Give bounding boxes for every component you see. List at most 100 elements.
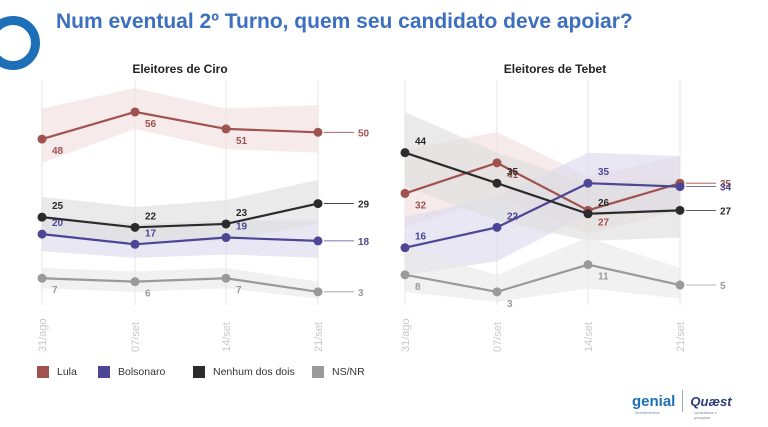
- chart-title: Eleitores de Ciro: [132, 62, 227, 76]
- data-label: 22: [507, 211, 519, 222]
- x-tick-label: 07/set: [492, 322, 504, 352]
- point-lula: [37, 134, 47, 144]
- point-bolsonaro: [675, 182, 685, 192]
- genial-logo: genial: [632, 392, 676, 410]
- point-nenhum-dos-dois: [675, 205, 685, 215]
- data-label: 11: [598, 272, 609, 283]
- data-label: 3: [507, 299, 513, 310]
- page-title: Num eventual 2º Turno, quem seu candidat…: [56, 10, 633, 33]
- legend-swatch-bolsonaro: [98, 366, 110, 378]
- line-ns-nr: [404, 263, 681, 293]
- genial-logo-subtitle: investimentos: [635, 410, 660, 415]
- legend-swatch-nsnr: [312, 366, 324, 378]
- point-ns-nr: [583, 260, 593, 270]
- x-tick-label: 14/set: [221, 322, 233, 352]
- point-nenhum-dos-dois: [130, 222, 140, 232]
- data-label: 7: [236, 285, 242, 296]
- x-tick-label: 14/set: [583, 322, 595, 352]
- point-nenhum-dos-dois: [400, 148, 410, 158]
- band-nenhum-dos-dois: [405, 111, 680, 241]
- x-tick-label: 31/ago: [37, 318, 49, 352]
- point-lula: [221, 124, 231, 134]
- point-nenhum-dos-dois: [221, 219, 231, 229]
- legend-label-bolsonaro: Bolsonaro: [118, 366, 166, 378]
- logo-circle-icon: [0, 16, 40, 70]
- point-nenhum-dos-dois: [37, 212, 47, 222]
- legend-item-nenhum: Nenhum dos dois: [193, 366, 295, 378]
- data-label: 27: [720, 206, 732, 217]
- chart-title: Eleitores de Tebet: [504, 62, 606, 76]
- point-bolsonaro: [313, 236, 323, 246]
- band-lula: [42, 88, 318, 163]
- data-label: 50: [358, 128, 370, 139]
- data-label: 35: [507, 167, 519, 178]
- point-lula: [130, 107, 140, 117]
- point-lula: [492, 158, 502, 168]
- line-bolsonaro: [404, 182, 681, 249]
- point-bolsonaro: [583, 178, 593, 188]
- legend-swatch-nenhum: [193, 366, 205, 378]
- data-label: 6: [145, 289, 151, 300]
- legend-item-lula: Lula: [37, 366, 77, 378]
- band-nenhum-dos-dois: [42, 179, 318, 245]
- data-label: 8: [415, 282, 421, 293]
- data-label: 18: [358, 237, 370, 248]
- legend-item-bolsonaro: Bolsonaro: [98, 366, 165, 378]
- band-ns-nr: [405, 237, 680, 302]
- data-label: 56: [145, 119, 157, 130]
- data-label: 32: [415, 200, 427, 211]
- point-bolsonaro: [37, 229, 47, 239]
- data-label: 5: [720, 281, 726, 292]
- data-label: 23: [236, 208, 248, 219]
- point-bolsonaro: [492, 222, 502, 232]
- data-label: 41: [507, 170, 519, 181]
- legend-label-nsnr: NS/NR: [332, 366, 365, 378]
- band-ns-nr: [42, 268, 318, 299]
- legend-item-nsnr: NS/NR: [312, 366, 365, 378]
- point-ns-nr: [221, 273, 231, 283]
- data-label: 3: [358, 288, 364, 299]
- data-label: 35: [720, 179, 732, 190]
- chart-panel-1: Eleitores de Ciro 31/ago 07/set 14/set 21/se…: [37, 62, 370, 352]
- x-tick-label: 07/set: [130, 322, 142, 352]
- point-bolsonaro: [400, 243, 410, 253]
- line-lula: [404, 161, 681, 212]
- line-ns-nr: [41, 277, 319, 293]
- data-label: 20: [52, 218, 64, 229]
- line-nenhum-dos-dois: [41, 202, 319, 229]
- point-lula: [400, 188, 410, 198]
- quaest-logo: Quæst: [690, 393, 732, 409]
- point-nenhum-dos-dois: [313, 199, 323, 209]
- data-label: 35: [598, 167, 610, 178]
- point-ns-nr: [492, 287, 502, 297]
- line-bolsonaro: [41, 233, 319, 246]
- data-label: 7: [52, 285, 58, 296]
- chart-panel-2: Eleitores de Tebet 31/ago 07/set 14/set 21/s…: [400, 62, 732, 352]
- data-label: 34: [720, 183, 732, 194]
- x-tick-label: 31/ago: [400, 318, 412, 352]
- x-tick-label: 21/set: [313, 322, 325, 352]
- line-lula: [41, 110, 319, 141]
- data-label: 44: [415, 137, 427, 148]
- point-nenhum-dos-dois: [492, 178, 502, 188]
- data-label: 25: [52, 201, 64, 212]
- legend-swatch-lula: [37, 366, 49, 378]
- brand-logos: genial investimentos Quæst consultoria e…: [632, 390, 732, 420]
- x-tick-label: 21/set: [675, 322, 687, 352]
- data-label: 27: [598, 217, 610, 228]
- legend-label-lula: Lula: [57, 366, 77, 378]
- data-label: 22: [145, 211, 157, 222]
- point-ns-nr: [675, 280, 685, 290]
- line-nenhum-dos-dois: [404, 151, 681, 215]
- point-bolsonaro: [221, 233, 231, 243]
- point-bolsonaro: [130, 239, 140, 249]
- quaest-logo-subtitle: consultoria e pesquisa: [694, 410, 717, 420]
- brand-divider: [682, 390, 684, 412]
- point-ns-nr: [313, 287, 323, 297]
- point-ns-nr: [37, 273, 47, 283]
- point-ns-nr: [400, 270, 410, 280]
- point-lula: [313, 127, 323, 137]
- data-label: 26: [598, 198, 610, 209]
- point-ns-nr: [130, 277, 140, 287]
